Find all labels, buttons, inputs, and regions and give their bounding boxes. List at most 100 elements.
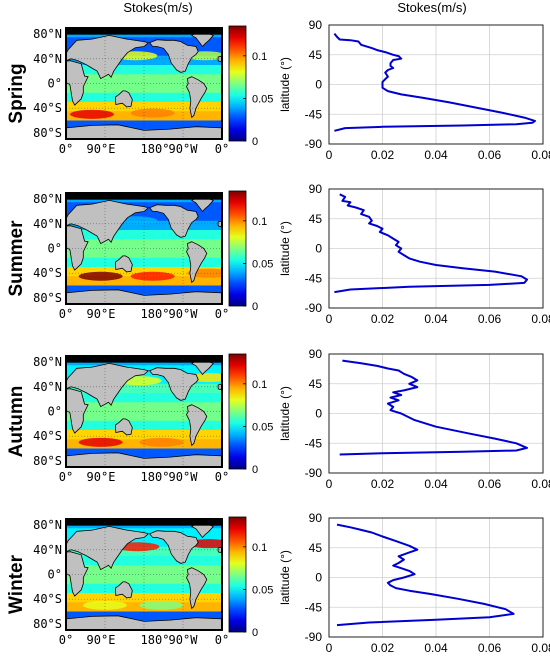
profile-y-tick: 0: [315, 571, 322, 585]
stokes-profile-line: [339, 359, 528, 456]
profile-x-tick: 0: [326, 148, 333, 162]
ocean-band: [66, 383, 222, 394]
profile-y-label: latitude (°): [278, 550, 292, 605]
land-mass: [114, 581, 133, 599]
map-frame: [65, 27, 223, 140]
land-mass: [186, 567, 208, 610]
map-lat-tick: 40°N: [33, 52, 62, 66]
map-spring: [66, 28, 222, 139]
profile-y-label: latitude (°): [278, 57, 292, 112]
map-lat-tick: 40°N: [33, 543, 62, 557]
profile-frame: [328, 24, 544, 145]
land-mass: [114, 418, 133, 436]
profile-x-tick: 0.02: [371, 148, 395, 162]
land-mass: [66, 551, 89, 597]
map-lon-tick: 90°E: [87, 633, 116, 647]
season-label: Winter: [6, 554, 27, 614]
profile-x-tick: 0.08: [531, 312, 550, 326]
colorbar-tick-label: 0: [252, 627, 258, 639]
profile-frame: [328, 517, 544, 638]
profile-y-tick: -45: [305, 107, 323, 121]
profile-x-tick: 0.04: [424, 641, 448, 655]
map-lat-tick: 80°N: [33, 192, 62, 206]
map-winter: [66, 519, 222, 630]
map-lat-tick: 0°: [48, 242, 62, 256]
map-lon-tick: 0°: [215, 142, 229, 156]
land-mass: [148, 204, 199, 238]
ocean-band: [66, 65, 222, 75]
land-mass: [66, 225, 89, 271]
land-mass: [66, 34, 150, 80]
map-lat-tick: 40°S: [33, 101, 62, 115]
profile-x-tick: 0.08: [531, 477, 550, 491]
colorbar-tick-label: 0.05: [252, 584, 273, 596]
stokes-hotspot: [139, 600, 184, 610]
map-lat-tick: 80°S: [33, 454, 62, 468]
profile-x-tick: 0: [326, 641, 333, 655]
profile-y-tick: 0: [315, 242, 322, 256]
profile-y-tick: -45: [305, 271, 323, 285]
ocean-band: [66, 220, 222, 231]
land-mass: [186, 404, 208, 447]
profile-x-tick: 0.06: [478, 312, 502, 326]
ocean-band: [66, 546, 222, 557]
ocean-band: [66, 211, 222, 222]
land-mass: [66, 388, 89, 434]
map-lat-tick: 80°S: [33, 291, 62, 305]
profile-x-tick: 0.08: [531, 641, 550, 655]
profile-x-tick: 0.02: [371, 641, 395, 655]
map-lon-tick: 90°W: [169, 307, 199, 321]
map-lat-tick: 80°N: [33, 518, 62, 532]
colorbar: [228, 353, 247, 470]
profile-y-tick: -45: [305, 600, 323, 614]
land-mass: [186, 241, 208, 284]
map-lat-tick: 80°S: [33, 617, 62, 631]
colorbar-tick-label: 0.05: [252, 421, 273, 433]
colorbar-tick-label: 0.1: [252, 216, 267, 228]
ocean-band: [66, 46, 222, 57]
map-frame: [65, 192, 223, 305]
land-mass: [186, 76, 208, 119]
ocean-band: [66, 120, 222, 131]
land-mass: [114, 90, 133, 108]
map-lat-tick: 40°N: [33, 380, 62, 394]
season-label: Spring: [6, 63, 27, 123]
map-lon-tick: 180°: [141, 307, 170, 321]
season-label: Autumn: [6, 386, 27, 458]
map-lon-tick: 90°W: [169, 470, 199, 484]
land-mass: [66, 199, 150, 245]
land-mass: [114, 255, 133, 273]
stokes-hotspot: [78, 271, 123, 281]
season-label: Summer: [6, 220, 27, 297]
ocean-band: [66, 55, 222, 66]
profile-y-tick: -90: [305, 630, 323, 644]
colorbar-tick-label: 0.1: [252, 542, 267, 554]
profile-y-tick: 90: [309, 182, 323, 196]
colorbar-tick-label: 0.05: [252, 93, 273, 105]
map-lon-tick: 180°: [141, 142, 170, 156]
profile-frame: [328, 353, 544, 474]
stokes-profile-line: [333, 32, 536, 132]
ocean-band: [66, 230, 222, 240]
profile-x-tick: 0.02: [371, 312, 395, 326]
profile-y-tick: -45: [305, 436, 323, 450]
map-lon-tick: 0°: [59, 307, 73, 321]
profile-y-tick: 45: [309, 212, 323, 226]
map-lon-tick: 90°E: [87, 470, 116, 484]
map-lon-tick: 90°E: [87, 307, 116, 321]
colorbar-tick-label: 0.1: [252, 51, 267, 63]
profile-y-tick: -90: [305, 137, 323, 151]
map-autumn: [66, 356, 222, 467]
colorbar-tick-label: 0: [252, 136, 258, 148]
map-lon-tick: 0°: [59, 470, 73, 484]
colorbar-tick-label: 0: [252, 464, 258, 476]
right-column-title: Stokes(m/s): [397, 0, 467, 15]
stokes-profile-line: [334, 193, 528, 294]
land-mass: [148, 367, 199, 401]
map-lat-tick: 40°S: [33, 592, 62, 606]
map-lat-tick: 40°N: [33, 217, 62, 231]
colorbar: [228, 25, 247, 142]
land-mass: [66, 60, 89, 106]
profile-y-tick: 90: [309, 511, 323, 525]
profile-y-tick: 45: [309, 48, 323, 62]
